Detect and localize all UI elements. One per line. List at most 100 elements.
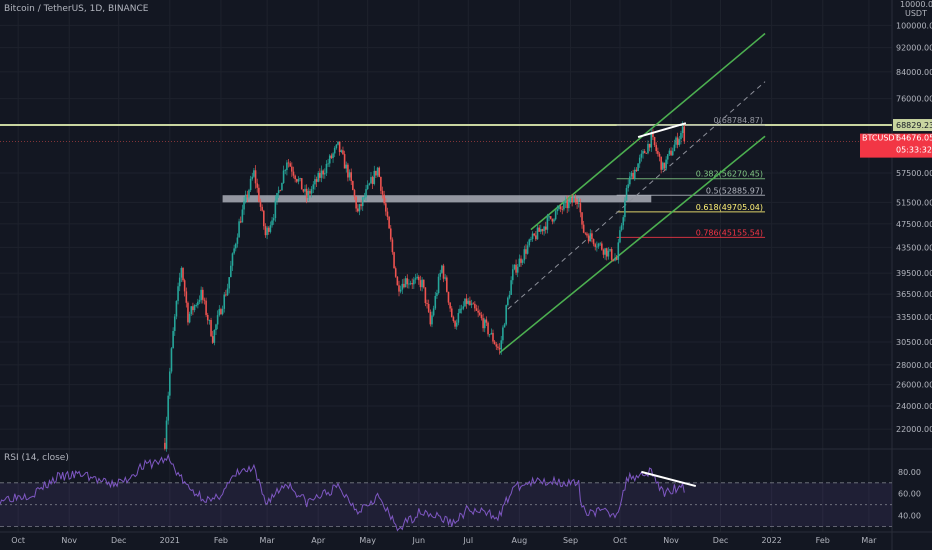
fib-level-label: 0.618(49705.04) xyxy=(696,203,763,212)
price-tick-label: 28000.00 xyxy=(896,361,932,370)
candle-body xyxy=(521,260,524,263)
candle-body xyxy=(218,309,221,316)
candle-body xyxy=(394,268,397,277)
candle-body xyxy=(173,316,176,331)
candle-body xyxy=(261,206,263,211)
candle-body xyxy=(348,172,351,178)
price-tick-label: 57500.00 xyxy=(896,169,932,178)
candle-body xyxy=(671,151,674,156)
price-label-box xyxy=(860,133,932,158)
candle-body xyxy=(518,258,521,267)
candle-body xyxy=(220,309,222,315)
candle-body xyxy=(388,216,390,229)
candle-body xyxy=(403,283,405,288)
time-tick-label: Dec xyxy=(111,536,126,545)
candle-body xyxy=(205,300,207,315)
candle-body xyxy=(511,269,514,281)
candle-body xyxy=(358,204,361,212)
candle-body xyxy=(215,324,217,330)
candle-body xyxy=(291,166,293,172)
candle-body xyxy=(462,306,465,309)
candle-body xyxy=(342,150,344,155)
candle-body xyxy=(417,276,420,281)
candle-body xyxy=(510,280,512,295)
candle-body xyxy=(221,308,224,315)
candle-body xyxy=(429,311,432,325)
time-tick-label: Oct xyxy=(613,536,627,545)
candle-body xyxy=(449,302,451,309)
candle-body xyxy=(653,137,656,146)
candle-body xyxy=(586,233,588,236)
candle-body xyxy=(574,198,577,202)
candle-body xyxy=(584,232,587,234)
candle-body xyxy=(464,298,466,307)
candle-body xyxy=(317,172,320,182)
candle-body xyxy=(566,200,568,209)
candle-body xyxy=(624,200,626,218)
candle-body xyxy=(617,242,620,260)
candle-body xyxy=(239,221,242,223)
candle-body xyxy=(446,277,448,292)
time-tick-label: Jul xyxy=(462,536,473,545)
candle-body xyxy=(251,176,254,179)
candle-body xyxy=(442,265,445,279)
candle-body xyxy=(576,201,578,204)
candle-body xyxy=(324,173,326,175)
candle-body xyxy=(683,126,686,142)
candle-body xyxy=(591,233,593,240)
time-tick-label: 2021 xyxy=(160,536,180,545)
candle-body xyxy=(335,144,338,148)
channel-upper-line xyxy=(530,32,766,231)
candle-body xyxy=(536,227,539,240)
candle-body xyxy=(457,313,460,323)
candle-body xyxy=(332,153,334,159)
candle-body xyxy=(365,189,367,198)
candle-body xyxy=(183,280,186,292)
candle-body xyxy=(681,126,684,133)
candle-body xyxy=(258,187,260,202)
candle-body xyxy=(495,344,498,347)
candle-body xyxy=(226,288,229,296)
candle-body xyxy=(333,147,336,154)
price-tick-label: 26000.00 xyxy=(896,381,932,390)
candle-body xyxy=(483,319,486,329)
candle-body xyxy=(337,141,339,145)
candle-body xyxy=(216,315,219,325)
resistance-zone xyxy=(222,195,652,203)
candle-body xyxy=(401,283,404,290)
candle-body xyxy=(633,169,636,179)
candle-body xyxy=(228,277,230,289)
candle-body xyxy=(452,317,455,322)
candle-body xyxy=(338,141,341,152)
candle-body xyxy=(300,178,303,190)
candle-body xyxy=(559,206,562,209)
candle-body xyxy=(208,320,211,321)
candle-body xyxy=(658,153,661,157)
candle-body xyxy=(502,327,504,341)
candle-body xyxy=(370,177,372,184)
candle-body xyxy=(375,170,377,176)
candle-body xyxy=(571,198,573,203)
candle-body xyxy=(345,164,348,169)
candle-body xyxy=(353,190,356,197)
candle-body xyxy=(500,340,503,350)
candle-body xyxy=(652,132,654,138)
candle-body xyxy=(244,194,247,202)
candle-body xyxy=(594,244,597,247)
candle-body xyxy=(488,334,491,336)
candle-body xyxy=(676,137,679,145)
candle-body xyxy=(282,170,285,183)
candle-body xyxy=(561,208,564,210)
candle-body xyxy=(627,184,629,189)
candle-body xyxy=(492,332,494,342)
candle-body xyxy=(597,243,600,247)
candle-body xyxy=(287,162,290,164)
candle-body xyxy=(477,310,479,313)
candle-body xyxy=(233,248,235,254)
rsi-title: RSI (14, close) xyxy=(4,453,69,463)
candle-body xyxy=(663,162,666,169)
candle-body xyxy=(541,229,544,232)
candle-body xyxy=(530,238,532,240)
candle-body xyxy=(422,279,425,288)
